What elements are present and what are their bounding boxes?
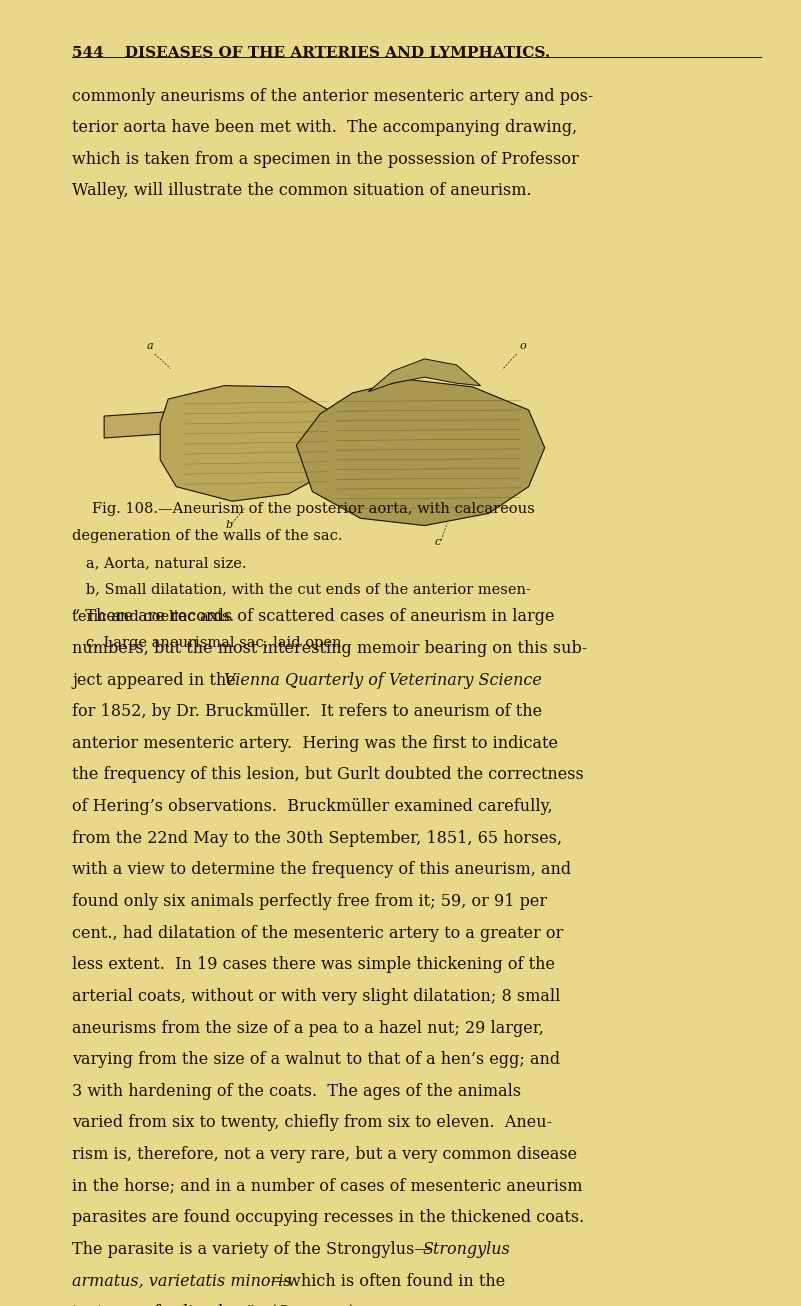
- Text: which is taken from a specimen in the possession of Professor: which is taken from a specimen in the po…: [72, 151, 579, 168]
- Text: anterior mesenteric artery.  Hering was the first to indicate: anterior mesenteric artery. Hering was t…: [72, 735, 558, 752]
- Text: —which is often found in the: —which is often found in the: [271, 1272, 505, 1289]
- Text: for 1852, by Dr. Bruckmüller.  It refers to aneurism of the: for 1852, by Dr. Bruckmüller. It refers …: [72, 703, 542, 720]
- Text: varying from the size of a walnut to that of a hen’s egg; and: varying from the size of a walnut to tha…: [72, 1051, 560, 1068]
- Text: Walley, will illustrate the common situation of aneurism.: Walley, will illustrate the common situa…: [72, 183, 532, 200]
- Text: teric and coeliac axis.: teric and coeliac axis.: [72, 610, 234, 623]
- Text: degeneration of the walls of the sac.: degeneration of the walls of the sac.: [72, 529, 343, 543]
- Text: o: o: [519, 341, 525, 351]
- Text: Strongylus: Strongylus: [423, 1241, 511, 1258]
- Text: textures of solipedes.”—(Gamgee.): textures of solipedes.”—(Gamgee.): [72, 1305, 355, 1306]
- Text: the frequency of this lesion, but Gurlt doubted the correctness: the frequency of this lesion, but Gurlt …: [72, 767, 584, 784]
- Text: c, Large aneurismal sac, laid open.: c, Large aneurismal sac, laid open.: [72, 636, 346, 650]
- Text: in the horse; and in a number of cases of mesenteric aneurism: in the horse; and in a number of cases o…: [72, 1178, 582, 1195]
- Text: numbers, but the most interesting memoir bearing on this sub-: numbers, but the most interesting memoir…: [72, 640, 587, 657]
- Text: with a view to determine the frequency of this aneurism, and: with a view to determine the frequency o…: [72, 862, 571, 879]
- Text: arterial coats, without or with very slight dilatation; 8 small: arterial coats, without or with very sli…: [72, 987, 561, 1004]
- Text: parasites are found occupying recesses in the thickened coats.: parasites are found occupying recesses i…: [72, 1209, 585, 1226]
- Text: 3 with hardening of the coats.  The ages of the animals: 3 with hardening of the coats. The ages …: [72, 1083, 521, 1100]
- Text: 544    DISEASES OF THE ARTERIES AND LYMPHATICS.: 544 DISEASES OF THE ARTERIES AND LYMPHAT…: [72, 46, 550, 60]
- Polygon shape: [296, 380, 545, 525]
- Text: c: c: [435, 537, 441, 547]
- Text: aneurisms from the size of a pea to a hazel nut; 29 larger,: aneurisms from the size of a pea to a ha…: [72, 1020, 544, 1037]
- Text: found only six animals perfectly free from it; 59, or 91 per: found only six animals perfectly free fr…: [72, 893, 547, 910]
- Text: a: a: [147, 341, 153, 351]
- Text: varied from six to twenty, chiefly from six to eleven.  Aneu-: varied from six to twenty, chiefly from …: [72, 1114, 552, 1131]
- Text: rism is, therefore, not a very rare, but a very common disease: rism is, therefore, not a very rare, but…: [72, 1147, 578, 1164]
- Text: b: b: [226, 520, 233, 530]
- Text: from the 22nd May to the 30th September, 1851, 65 horses,: from the 22nd May to the 30th September,…: [72, 829, 562, 846]
- Text: Vienna Quarterly of Veterinary Science: Vienna Quarterly of Veterinary Science: [224, 671, 542, 688]
- Polygon shape: [104, 411, 176, 438]
- Text: less extent.  In 19 cases there was simple thickening of the: less extent. In 19 cases there was simpl…: [72, 956, 555, 973]
- Text: a, Aorta, natural size.: a, Aorta, natural size.: [72, 556, 247, 569]
- Text: armatus, varietatis minoris: armatus, varietatis minoris: [72, 1272, 292, 1289]
- Text: cent., had dilatation of the mesenteric artery to a greater or: cent., had dilatation of the mesenteric …: [72, 925, 563, 942]
- Polygon shape: [368, 359, 481, 392]
- Text: ject appeared in the: ject appeared in the: [72, 671, 241, 688]
- Text: b, Small dilatation, with the cut ends of the anterior mesen-: b, Small dilatation, with the cut ends o…: [72, 582, 531, 597]
- Text: The parasite is a variety of the Strongylus—: The parasite is a variety of the Strongy…: [72, 1241, 431, 1258]
- Text: commonly aneurisms of the anterior mesenteric artery and pos-: commonly aneurisms of the anterior mesen…: [72, 88, 594, 104]
- Text: Fig. 108.—Aneurism of the posterior aorta, with calcareous: Fig. 108.—Aneurism of the posterior aort…: [92, 503, 535, 516]
- Text: of Hering’s observations.  Bruckmüller examined carefully,: of Hering’s observations. Bruckmüller ex…: [72, 798, 553, 815]
- Text: terior aorta have been met with.  The accompanying drawing,: terior aorta have been met with. The acc…: [72, 119, 578, 136]
- Polygon shape: [160, 385, 344, 502]
- Text: “ There are records of scattered cases of aneurism in large: “ There are records of scattered cases o…: [72, 609, 554, 626]
